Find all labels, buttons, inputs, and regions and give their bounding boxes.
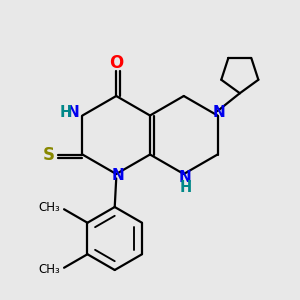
Text: CH₃: CH₃ (39, 263, 61, 276)
Text: O: O (109, 54, 123, 72)
Text: H: H (59, 105, 71, 120)
Text: N: N (111, 168, 124, 183)
Text: N: N (67, 105, 80, 120)
Text: N: N (179, 169, 192, 184)
Text: N: N (213, 105, 225, 120)
Text: CH₃: CH₃ (39, 201, 61, 214)
Text: S: S (43, 146, 55, 164)
Text: H: H (179, 180, 191, 195)
